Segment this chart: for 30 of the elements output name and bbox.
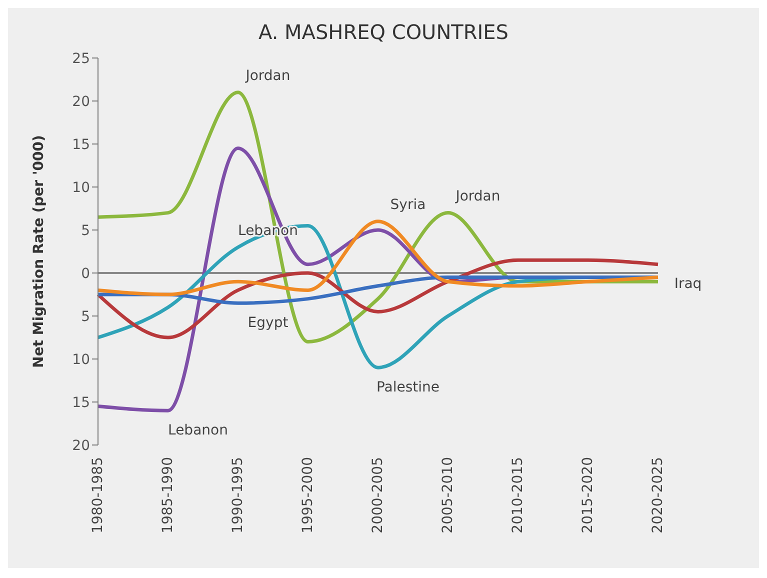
y-tick-label: 5 — [81, 308, 90, 325]
y-tick-label: 20 — [72, 438, 90, 454]
y-tick-label: 10 — [72, 180, 90, 196]
annotation: Palestine — [376, 379, 440, 396]
y-tick-label: 15 — [72, 394, 90, 411]
x-tick-label: 1995-2000 — [300, 457, 316, 534]
y-tick-label: 5 — [81, 222, 90, 239]
x-tick-label: 2000-2005 — [370, 457, 386, 534]
annotation: Iraq — [674, 276, 702, 292]
annotation: Jordan — [244, 68, 290, 84]
y-tick-label: 25 — [72, 50, 90, 67]
y-tick-label: 20 — [72, 94, 90, 110]
annotation: Jordan — [454, 188, 500, 205]
annotation: Syria — [390, 197, 426, 214]
y-tick-label: 10 — [72, 352, 90, 368]
line-series — [96, 220, 660, 296]
x-tick-label: 2020-2025 — [650, 457, 666, 534]
y-axis-title: Net Migration Rate (per '000) — [30, 135, 47, 368]
x-tick-label: 2015-2020 — [580, 457, 596, 534]
line-series — [96, 258, 660, 340]
x-tick-label: 1980-1985 — [90, 457, 106, 534]
annotation: Egypt — [248, 314, 289, 331]
y-tick-label: 15 — [72, 136, 90, 153]
x-tick-label: 2005-2010 — [440, 457, 456, 534]
x-tick-label: 1985-1990 — [160, 457, 176, 534]
x-tick-label: 1990-1995 — [230, 457, 246, 534]
chart-title: A. MASHREQ COUNTRIES — [258, 19, 510, 46]
y-tick-label: 0 — [81, 266, 90, 282]
annotation: Lebanon — [168, 422, 228, 438]
x-tick-label: 2010-2015 — [510, 457, 526, 534]
